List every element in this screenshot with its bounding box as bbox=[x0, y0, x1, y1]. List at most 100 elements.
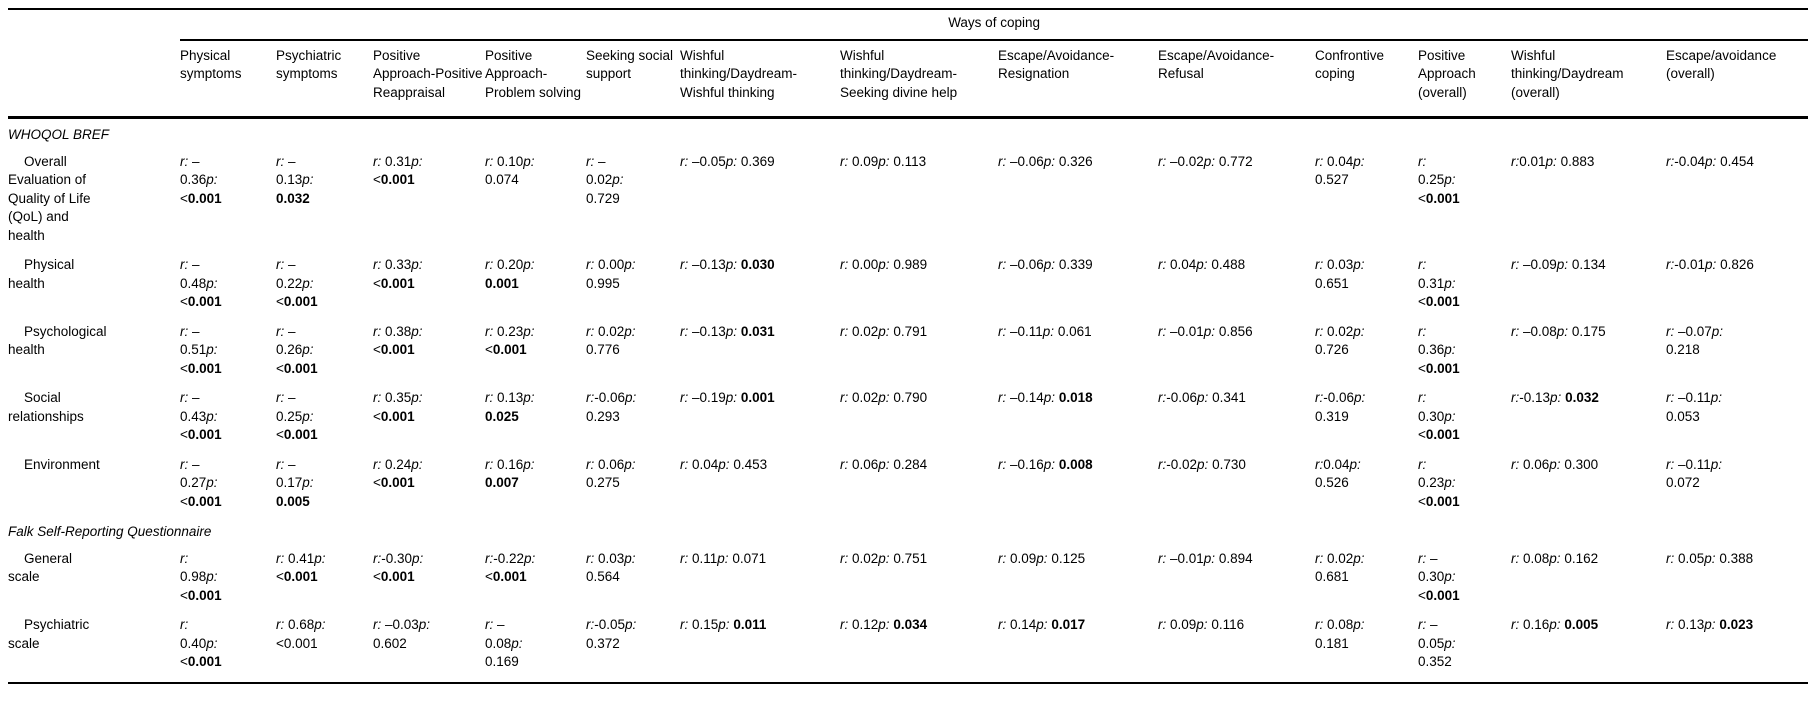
p-value: <0.001 bbox=[276, 360, 318, 376]
column-header-wishful-thinking-daydream-wishful-thinking: Wishful thinking/Daydream-Wishful thinki… bbox=[680, 39, 840, 119]
p-value: <0.001 bbox=[180, 294, 222, 309]
correlation-cell: r: –0.27p: <0.001 bbox=[180, 456, 222, 509]
correlation-cell: r: –0.43p: <0.001 bbox=[180, 390, 222, 442]
row-label: Overall Evaluation of Quality of Life (Q… bbox=[8, 153, 91, 243]
r-value: –0.13 bbox=[276, 153, 303, 188]
p-value: 0.339 bbox=[1058, 257, 1093, 272]
p-value: 0.791 bbox=[893, 323, 928, 339]
p-value: 0.454 bbox=[1720, 153, 1754, 169]
p-value: 0.527 bbox=[1315, 172, 1349, 187]
correlation-cell: r: 0.02p: 0.776 bbox=[586, 323, 636, 358]
p-value: <0.001 bbox=[373, 275, 415, 291]
correlation-cell: r: –0.11p: 0.053 bbox=[1666, 390, 1723, 424]
p-value: 0.001 bbox=[485, 275, 519, 291]
correlation-cell: r: –0.08p: 0.175 bbox=[1511, 323, 1606, 339]
correlation-cell: r: 0.36p: <0.001 bbox=[1418, 323, 1460, 376]
r-value: 0.10 bbox=[493, 153, 524, 169]
p-value: 0.061 bbox=[1057, 323, 1092, 339]
p-value: <0.001 bbox=[276, 635, 318, 651]
p-value: 0.025 bbox=[485, 408, 519, 424]
correlation-cell: r:-0.06p: 0.319 bbox=[1315, 390, 1366, 424]
correlation-cell: r: –0.11p: 0.072 bbox=[1666, 456, 1723, 491]
correlation-cell: r: –0.07p: 0.218 bbox=[1666, 323, 1724, 358]
r-value: 0.14 bbox=[1006, 617, 1037, 632]
column-header-row: Physical symptoms Psychiatric symptoms Pos… bbox=[8, 39, 1809, 119]
r-value: 0.03 bbox=[594, 550, 625, 566]
r-value: 0.24 bbox=[381, 456, 412, 472]
p-value: 0.031 bbox=[740, 323, 775, 339]
r-value: 0.02 bbox=[848, 323, 879, 339]
correlation-cell: r: 0.16p: 0.005 bbox=[1511, 610, 1666, 684]
r-value: 0.02 bbox=[1323, 550, 1354, 566]
correlation-cell: r: 0.09p: 0.113 bbox=[840, 153, 927, 169]
p-value: 0.005 bbox=[276, 493, 310, 509]
r-value: 0.09 bbox=[1166, 617, 1197, 632]
correlation-cell: r: 0.30p: <0.001 bbox=[1418, 390, 1460, 442]
r-value: 0.30 bbox=[1418, 408, 1445, 424]
r-value: 0.23 bbox=[1418, 475, 1445, 490]
p-value: 0.488 bbox=[1211, 257, 1246, 272]
table-row-social-relationships: Social relationships r: –0.43p: <0.001 r: … bbox=[8, 383, 1808, 450]
r-value: 0.08 bbox=[1323, 617, 1354, 632]
correlation-cell: r: 0.04p: 0.488 bbox=[1158, 257, 1246, 272]
r-value: 0.68 bbox=[284, 617, 315, 632]
r-value: 0.11 bbox=[688, 550, 718, 566]
correlation-cell: r: –0.36p: <0.001 bbox=[180, 153, 222, 206]
r-value: 0.06 bbox=[848, 456, 879, 472]
r-value: –0.11 bbox=[1006, 323, 1043, 339]
r-value: 0.09 bbox=[848, 153, 879, 169]
r-value: 0.00 bbox=[848, 257, 879, 272]
r-value: -0.01 bbox=[1674, 257, 1706, 272]
table-row-overall-evaluation-of-quality-of-life-qol-and-health: Overall Evaluation of Quality of Life (Q… bbox=[8, 147, 1808, 251]
r-value: –0.36 bbox=[180, 153, 207, 188]
row-label: General scale bbox=[8, 550, 73, 585]
correlation-cell: r: 0.04p: 0.527 bbox=[1315, 153, 1365, 188]
p-value: 0.125 bbox=[1051, 550, 1086, 566]
p-value: 0.175 bbox=[1571, 323, 1606, 339]
correlation-cell: r: 0.16p: 0.007 bbox=[485, 456, 535, 491]
p-value: <0.001 bbox=[373, 342, 415, 357]
correlation-cell: r: 0.08p: 0.162 bbox=[1511, 550, 1599, 566]
r-value: –0.26 bbox=[276, 323, 303, 358]
ways-of-coping-spanner: Ways of coping bbox=[180, 8, 1809, 41]
r-value: 0.04 bbox=[688, 456, 719, 472]
correlation-cell: r: 0.25p: <0.001 bbox=[1418, 153, 1460, 206]
r-value: 0.02 bbox=[848, 390, 879, 405]
p-value: <0.001 bbox=[180, 427, 222, 442]
r-value: 0.01 bbox=[1519, 153, 1546, 169]
correlation-cell: r: 0.23p: <0.001 bbox=[485, 323, 535, 358]
p-value: 0.034 bbox=[893, 617, 928, 632]
r-value: -0.22 bbox=[493, 550, 525, 566]
r-value: 0.23 bbox=[493, 323, 524, 339]
column-header-wishful-thinking-daydream-overall: Wishful thinking/Daydream (overall) bbox=[1511, 39, 1666, 119]
p-value: 0.005 bbox=[1564, 617, 1599, 632]
p-value: <0.001 bbox=[373, 569, 415, 584]
r-value: –0.13 bbox=[688, 257, 726, 272]
r-value: –0.07 bbox=[1674, 323, 1712, 339]
p-value: 0.726 bbox=[1315, 342, 1349, 357]
p-value: 0.169 bbox=[485, 654, 519, 669]
r-value: 0.38 bbox=[381, 323, 412, 339]
section-row-falk-self-reporting-questionnaire: Falk Self-Reporting Questionnaire bbox=[8, 516, 1808, 544]
correlation-cell: r: 0.24p: <0.001 bbox=[373, 456, 423, 491]
correlation-cell: r: –0.30p: <0.001 bbox=[1418, 550, 1460, 603]
p-value: 0.729 bbox=[586, 190, 620, 206]
r-value: 0.15 bbox=[688, 617, 719, 632]
correlation-cell: r: –0.05p: 0.352 bbox=[1418, 610, 1511, 684]
r-value: 0.98 bbox=[180, 569, 207, 584]
p-value: 0.826 bbox=[1720, 257, 1754, 272]
column-header-positive-approach-positive-reappraisal: Positive Approach-Positive Reappraisal bbox=[373, 39, 485, 119]
p-value: 0.284 bbox=[893, 456, 928, 472]
correlation-cell: r: 0.12p: 0.034 bbox=[840, 610, 998, 684]
p-value: 0.018 bbox=[1058, 390, 1093, 405]
column-header-escape-avoidance-refusal: Escape/Avoidance-Refusal bbox=[1158, 39, 1315, 119]
p-value: <0.001 bbox=[373, 475, 415, 490]
r-value: –0.19 bbox=[688, 390, 726, 405]
p-value: 0.995 bbox=[586, 275, 620, 291]
r-value: –0.09 bbox=[1519, 257, 1557, 272]
p-value: 0.030 bbox=[740, 257, 775, 272]
p-value: 0.011 bbox=[733, 617, 767, 632]
column-header-positive-approach-overall: Positive Approach (overall) bbox=[1418, 39, 1511, 119]
stub-header-cell bbox=[8, 39, 180, 119]
